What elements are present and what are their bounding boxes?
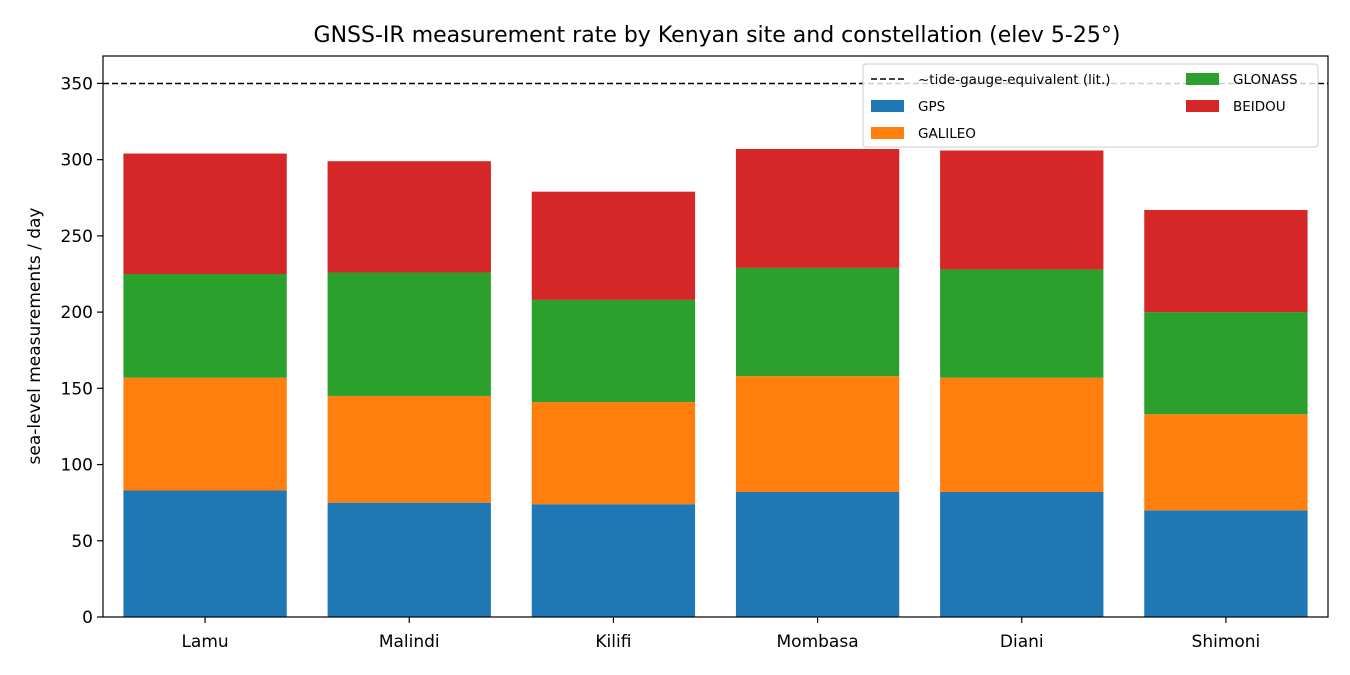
y-tick-label: 200 bbox=[61, 303, 93, 323]
legend-label: GALILEO bbox=[918, 126, 976, 142]
bar-glonass-malindi bbox=[327, 272, 491, 396]
legend-label: ~tide-gauge-equivalent (lit.) bbox=[918, 72, 1111, 88]
chart-title: GNSS-IR measurement rate by Kenyan site … bbox=[314, 23, 1121, 48]
bar-galileo-mombasa bbox=[735, 376, 900, 492]
bar-galileo-kilifi bbox=[531, 402, 696, 505]
legend: ~tide-gauge-equivalent (lit.) GPS GALILEO G… bbox=[862, 63, 1319, 148]
bar-beidou-lamu bbox=[123, 153, 287, 274]
legend-swatch-glonass bbox=[1186, 73, 1219, 85]
bar-glonass-shimoni bbox=[1144, 312, 1308, 415]
y-tick-label: 0 bbox=[82, 608, 93, 628]
x-tick-label: Malindi bbox=[379, 632, 440, 652]
axes-layer: 0 50 100 150 200 250 300 350 Lamu Malindi Kilifi Mo… bbox=[61, 55, 1329, 652]
x-tick-label: Shimoni bbox=[1192, 632, 1261, 652]
legend-label: GPS bbox=[918, 99, 945, 115]
bar-galileo-malindi bbox=[327, 395, 491, 503]
bar-galileo-shimoni bbox=[1144, 414, 1308, 511]
legend-swatch-galileo bbox=[871, 127, 904, 139]
y-tick-label: 100 bbox=[61, 456, 93, 476]
legend-label: BEIDOU bbox=[1233, 99, 1286, 115]
bar-gps-shimoni bbox=[1144, 510, 1308, 617]
legend-swatch-gps bbox=[871, 100, 904, 112]
bar-beidou-mombasa bbox=[735, 148, 900, 268]
bar-gps-kilifi bbox=[531, 504, 696, 617]
x-tick-label: Lamu bbox=[181, 632, 228, 652]
bar-beidou-kilifi bbox=[531, 191, 696, 300]
y-tick-label: 50 bbox=[71, 532, 93, 552]
bar-beidou-diani bbox=[940, 150, 1104, 270]
x-tick-label: Diani bbox=[1000, 632, 1044, 652]
bar-beidou-shimoni bbox=[1144, 209, 1308, 313]
bar-glonass-mombasa bbox=[735, 267, 900, 377]
bar-galileo-diani bbox=[940, 377, 1104, 492]
bar-beidou-malindi bbox=[327, 161, 491, 273]
bar-gps-malindi bbox=[327, 502, 491, 617]
bar-gps-lamu bbox=[123, 490, 287, 617]
bar-glonass-kilifi bbox=[531, 299, 696, 403]
y-tick-label: 250 bbox=[61, 227, 93, 247]
bar-galileo-lamu bbox=[123, 377, 287, 491]
bar-gps-diani bbox=[940, 491, 1104, 617]
bar-glonass-lamu bbox=[123, 273, 287, 378]
y-tick-label: 350 bbox=[61, 74, 93, 94]
x-tick-label: Kilifi bbox=[595, 632, 631, 652]
y-axis-label: sea-level measurements / day bbox=[25, 208, 45, 465]
y-tick-label: 300 bbox=[61, 151, 93, 171]
y-tick-label: 150 bbox=[61, 379, 93, 399]
legend-swatch-beidou bbox=[1186, 100, 1219, 112]
legend-label: GLONASS bbox=[1233, 72, 1298, 88]
x-tick-label: Mombasa bbox=[777, 632, 859, 652]
bar-glonass-diani bbox=[940, 269, 1104, 378]
bar-gps-mombasa bbox=[735, 491, 900, 617]
bars-layer bbox=[123, 148, 1308, 617]
plot-frame bbox=[102, 55, 1329, 618]
